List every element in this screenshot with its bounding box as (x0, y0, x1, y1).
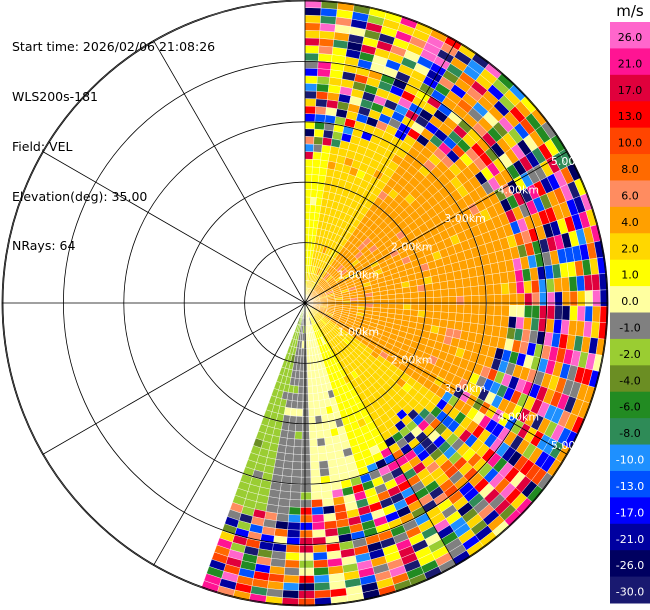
colorbar-cell (610, 286, 650, 313)
colorbar-cell (610, 74, 650, 102)
colorbar-cell (610, 470, 650, 498)
azimuth-spoke (153, 40, 306, 304)
colorbar-tick-label: 1.0 (621, 269, 639, 282)
azimuth-spoke (304, 302, 457, 566)
ppi-velocity-plot: 1.00km 1.00km 2.00km 2.00km 3.00km 3.00km 4.00… (1, 0, 609, 607)
colorbar-tick-label: 10.0 (618, 137, 643, 150)
colorbar-cell (610, 259, 650, 287)
colorbar-cell (610, 180, 650, 208)
range-ring-label: 5.00km (551, 155, 593, 168)
azimuth-spoke (153, 302, 306, 566)
range-ring-label: 1.00km (338, 325, 380, 338)
colorbar-cells: 26.0 21.0 17.0 13.0 10.0 8.0 6.0 4.0 2.0 1.0 0.0 -1… (610, 22, 650, 604)
colorbar-tick-label: -2.0 (619, 348, 640, 361)
colorbar-tick-label: -6.0 (619, 401, 640, 414)
range-ring-label: 1.00km (338, 269, 380, 282)
azimuth-spoke (304, 302, 568, 455)
instrument-label: WLS200s-181 (12, 88, 98, 104)
field-label: Field: VEL (12, 138, 73, 154)
colorbar-cell (610, 48, 650, 76)
colorbar-cell (610, 391, 650, 419)
colorbar-tick-label: -21.0 (616, 533, 644, 546)
velocity-gates (201, 0, 609, 607)
nrays-label: NRays: 64 (12, 238, 76, 254)
colorbar-cell (610, 312, 650, 340)
colorbar-tick-label: 0.0 (621, 295, 639, 308)
colorbar-cell (610, 523, 650, 551)
colorbar-cell (610, 154, 650, 181)
colorbar-cell (610, 444, 650, 472)
colorbar-tick-label: 17.0 (618, 84, 643, 97)
colorbar-cell (610, 497, 650, 525)
colorbar-tick-label: 4.0 (621, 216, 639, 229)
range-ring-label: 3.00km (444, 212, 486, 225)
colorbar-cell (610, 576, 650, 604)
colorbar-tick-label: 2.0 (621, 242, 639, 255)
plot-metadata: Start time: 2026/02/06 21:08:26 WLS200s-… (12, 6, 215, 272)
azimuth-spoke (304, 40, 457, 304)
colorbar-cell (610, 101, 650, 129)
colorbar-cell (610, 127, 650, 155)
colorbar-tick-label: -17.0 (616, 506, 644, 519)
colorbar-tick-label: 6.0 (621, 189, 639, 202)
colorbar-tick-label: -4.0 (619, 374, 640, 387)
colorbar-tick-label: -1.0 (619, 322, 640, 335)
colorbar-tick-label: -13.0 (616, 480, 644, 493)
colorbar-tick-label: -26.0 (616, 559, 644, 572)
azimuth-spoke (42, 151, 306, 304)
elevation-label: Elevation(deg): 35.00 (12, 188, 148, 204)
colorbar-tick-label: 21.0 (618, 57, 643, 70)
colorbar-cell (610, 550, 650, 578)
range-ring-label: 2.00km (391, 240, 433, 253)
range-ring-label: 2.00km (391, 354, 433, 367)
colorbar-cell (610, 418, 650, 446)
colorbar-tick-label: -10.0 (616, 454, 644, 467)
range-ring-label: 4.00km (498, 184, 540, 197)
colorbar-tick-label: 8.0 (621, 163, 639, 176)
colorbar-unit-label: m/s (616, 2, 644, 20)
azimuth-spoke (304, 151, 568, 304)
colorbar-tick-label: -30.0 (616, 586, 644, 599)
start-time-label: Start time: 2026/02/06 21:08:26 (12, 39, 216, 55)
colorbar-tick-label: -8.0 (619, 427, 640, 440)
colorbar-tick-label: 26.0 (618, 31, 643, 44)
azimuth-spokes (2, 0, 608, 606)
colorbar-cell (610, 233, 650, 261)
range-ring-label: 4.00km (498, 410, 540, 423)
colorbar-tick-label: 13.0 (618, 110, 643, 123)
colorbar-cell (610, 206, 650, 234)
range-ring-label: 3.00km (444, 382, 486, 395)
colorbar-cell (610, 365, 650, 393)
colorbar-cell (610, 338, 650, 366)
colorbar-cell (610, 22, 650, 49)
range-ring-labels: 1.00km 1.00km 2.00km 2.00km 3.00km 3.00km 4.00… (338, 155, 593, 452)
range-ring-label: 5.00km (551, 439, 593, 452)
azimuth-spoke (42, 302, 306, 455)
